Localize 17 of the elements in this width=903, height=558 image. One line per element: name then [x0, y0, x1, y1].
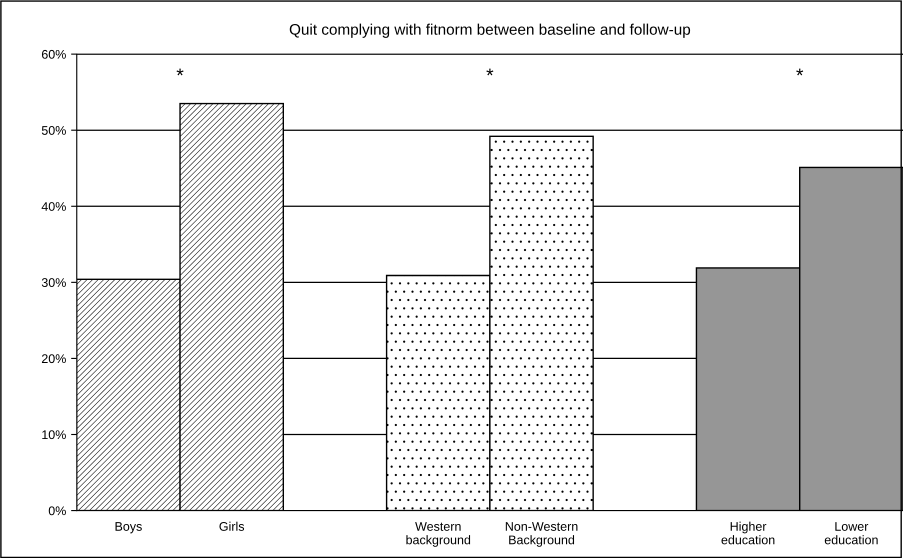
x-tick-label: Non-Western Background: [506, 522, 578, 547]
x-tick-label: Western background: [406, 522, 470, 547]
annotation: *: [796, 68, 804, 76]
y-tick-label: 50%: [42, 126, 66, 135]
y-tick-label: 0%: [48, 506, 66, 516]
x-tick-label: Higher education: [722, 522, 774, 544]
y-tick-label: 20%: [42, 354, 66, 364]
x-tick-label: Boys: [116, 522, 142, 534]
x-tick-label: Girls: [219, 522, 244, 531]
x-tick-label: Lower education: [824, 522, 878, 544]
y-tick-label: 10%: [42, 430, 66, 440]
y-tick-label: 40%: [42, 202, 66, 211]
annotation: *: [176, 68, 184, 76]
y-tick-label: 30%: [42, 278, 66, 287]
chart-title: Quit complying with fitnorm between baseline and follow-up: [290, 24, 690, 38]
annotation: *: [486, 68, 494, 76]
y-tick-label: 60%: [42, 50, 66, 59]
